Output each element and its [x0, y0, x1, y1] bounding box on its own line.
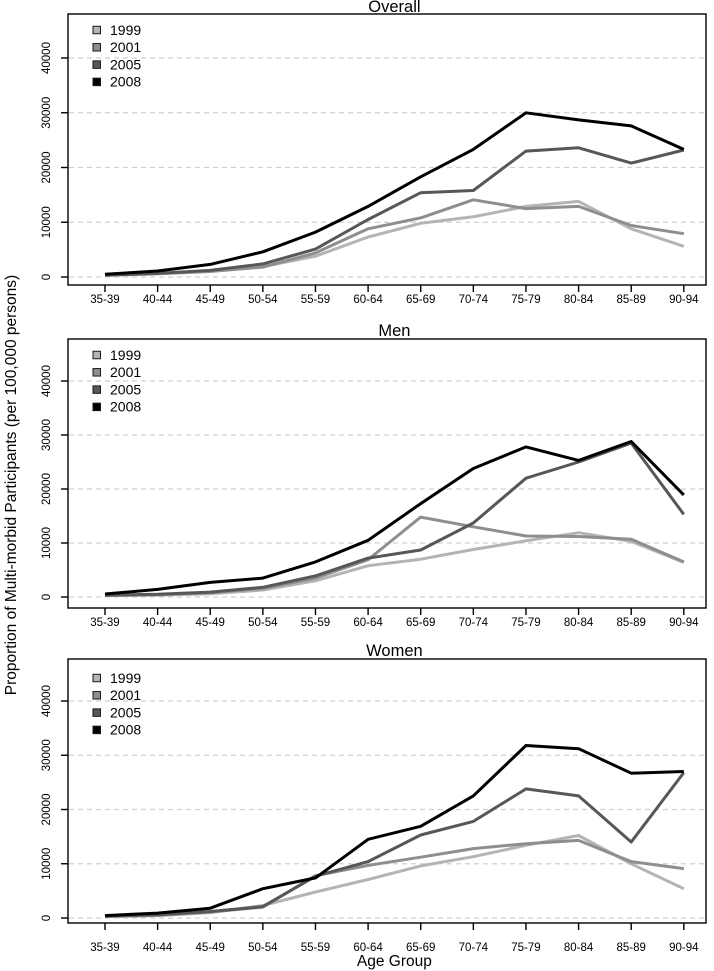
- panel-overall: 35-39 40-44 45-49 50-54 55-59 60-64 65-69 70-74…: [41, 0, 707, 306]
- y-tick-label: 20000: [41, 152, 53, 184]
- x-tick-label: 85-89: [616, 942, 645, 954]
- legend-swatch-1999: [92, 673, 101, 683]
- legend-label-2005: 2005: [110, 704, 141, 720]
- series-line-2005: [104, 146, 685, 277]
- x-tick-label: 90-94: [669, 942, 699, 954]
- x-tick-label: 75-79: [511, 942, 540, 954]
- legend-label-2001: 2001: [110, 364, 141, 380]
- x-tick-label: 50-54: [248, 294, 278, 306]
- legend-swatch-2001: [92, 368, 101, 377]
- x-tick-label: 40-44: [143, 617, 173, 629]
- legend-label-1999: 1999: [110, 670, 141, 686]
- x-tick-label: 70-74: [459, 942, 489, 954]
- x-tick-label: 85-89: [616, 617, 645, 629]
- series-line-2008: [104, 111, 685, 276]
- legend-label-2001: 2001: [110, 39, 141, 55]
- legend-swatch-2005: [92, 60, 101, 69]
- x-tick-label: 45-49: [196, 617, 225, 629]
- y-tick-label: 20000: [41, 794, 53, 826]
- legend-label-2005: 2005: [110, 381, 141, 397]
- series-line-2001: [104, 838, 684, 918]
- panel-women: 35-39 40-44 45-49 50-54 55-59 60-64 65-69 70-74…: [41, 642, 707, 954]
- x-tick-label: 55-59: [301, 294, 330, 306]
- y-tick-label: 30000: [41, 97, 53, 129]
- y-tick-label: 10000: [41, 206, 53, 238]
- x-tick-label: 65-69: [406, 942, 435, 954]
- y-tick-label: 10000: [41, 527, 53, 559]
- legend-label-2008: 2008: [110, 399, 141, 415]
- plot-border: [67, 658, 707, 924]
- x-tick-label: 90-94: [669, 617, 699, 629]
- x-tick-label: 85-89: [616, 294, 645, 306]
- series-line-2005: [104, 771, 685, 918]
- x-tick-label: 60-64: [353, 942, 383, 954]
- x-tick-label: 70-74: [459, 617, 489, 629]
- y-tick-label: 0: [41, 274, 53, 280]
- x-tick-label: 65-69: [406, 617, 435, 629]
- y-tick-label: 30000: [41, 739, 53, 771]
- legend-swatch-2001: [92, 691, 101, 700]
- x-tick-label: 80-84: [564, 294, 594, 306]
- series-line-2008: [104, 440, 685, 596]
- x-tick-label: 60-64: [353, 294, 383, 306]
- x-tick-label: 40-44: [143, 294, 173, 306]
- x-tick-label: 55-59: [301, 942, 330, 954]
- plot-border: [67, 13, 707, 286]
- series-line-2005: [104, 441, 686, 597]
- legend-swatch-2005: [92, 385, 101, 394]
- x-tick-label: 75-79: [511, 294, 540, 306]
- legend-swatch-2008: [92, 77, 101, 87]
- x-tick-label: 80-84: [564, 617, 594, 629]
- legend-swatch-2001: [92, 43, 101, 52]
- y-axis-label: Proportion of Multi-morbid Participants …: [3, 275, 20, 695]
- panel-title: Overall: [368, 0, 420, 16]
- x-tick-label: 35-39: [90, 294, 119, 306]
- x-tick-label: 50-54: [248, 942, 278, 954]
- legend-label-1999: 1999: [110, 22, 141, 38]
- y-tick-label: 0: [41, 915, 53, 921]
- x-tick-label: 50-54: [248, 617, 278, 629]
- legend-swatch-2008: [92, 725, 101, 735]
- y-tick-label: 20000: [41, 473, 53, 505]
- x-tick-label: 90-94: [669, 294, 699, 306]
- legend-swatch-1999: [92, 350, 101, 360]
- y-tick-label: 40000: [41, 42, 53, 74]
- legend-swatch-2008: [92, 402, 101, 412]
- x-tick-label: 60-64: [353, 617, 383, 629]
- x-tick-label: 55-59: [301, 617, 330, 629]
- x-tick-label: 65-69: [406, 294, 435, 306]
- y-tick-label: 10000: [41, 848, 53, 880]
- x-tick-label: 75-79: [511, 617, 540, 629]
- panel-title: Men: [378, 322, 410, 340]
- x-tick-label: 80-84: [564, 942, 594, 954]
- x-tick-label: 45-49: [196, 294, 225, 306]
- legend-label-1999: 1999: [110, 347, 141, 363]
- panel-men: 35-39 40-44 45-49 50-54 55-59 60-64 65-69 70-74…: [41, 322, 707, 629]
- y-tick-label: 40000: [41, 685, 53, 717]
- x-axis-label: Age Group: [357, 953, 432, 970]
- series-line-2008: [104, 744, 684, 918]
- plot-border: [67, 338, 707, 609]
- x-tick-label: 70-74: [459, 294, 489, 306]
- legend-label-2005: 2005: [110, 56, 141, 72]
- legend-label-2001: 2001: [110, 687, 141, 703]
- legend-swatch-1999: [92, 25, 101, 35]
- legend-swatch-2005: [92, 708, 101, 717]
- legend-label-2008: 2008: [110, 74, 141, 90]
- legend-label-2008: 2008: [110, 722, 141, 738]
- x-tick-label: 40-44: [143, 942, 173, 954]
- x-tick-label: 35-39: [90, 942, 119, 954]
- y-tick-label: 40000: [41, 365, 53, 397]
- x-tick-label: 35-39: [90, 617, 119, 629]
- y-tick-label: 30000: [41, 419, 53, 451]
- y-tick-label: 0: [41, 594, 53, 600]
- x-tick-label: 45-49: [196, 942, 225, 954]
- panel-title: Women: [366, 642, 423, 660]
